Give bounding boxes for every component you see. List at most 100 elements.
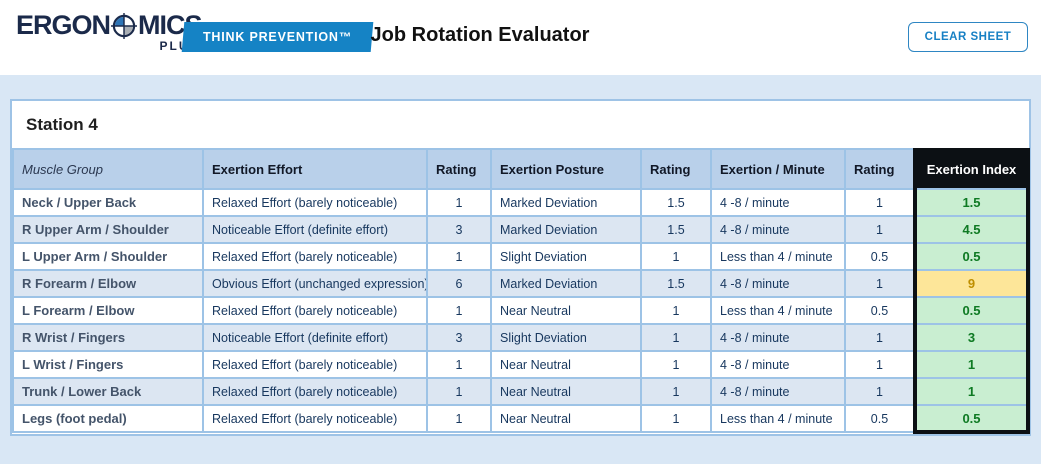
effort-rating-cell: 3: [426, 323, 492, 352]
column-header-muscle-group: Muscle Group: [12, 148, 204, 190]
effort-rating-cell: 1: [426, 377, 492, 406]
muscle-group-cell: Neck / Upper Back: [12, 188, 204, 217]
muscle-group-cell: Legs (foot pedal): [12, 404, 204, 433]
exertion-posture-cell[interactable]: Near Neutral: [490, 404, 642, 433]
muscle-group-cell: L Upper Arm / Shoulder: [12, 242, 204, 271]
table-row: R Forearm / Elbow Obvious Effort (unchang…: [12, 269, 1030, 298]
exertion-effort-cell[interactable]: Relaxed Effort (barely noticeable): [202, 296, 428, 325]
exertion-effort-cell[interactable]: Relaxed Effort (barely noticeable): [202, 404, 428, 433]
posture-rating-cell: 1.5: [640, 215, 712, 244]
badge-label: THINK PREVENTION™: [203, 30, 353, 44]
exertion-index-cell: 0.5: [913, 404, 1030, 434]
exertion-index-cell: 3: [913, 323, 1030, 352]
exertion-minute-cell[interactable]: Less than 4 / minute: [710, 296, 846, 325]
muscle-group-cell: R Forearm / Elbow: [12, 269, 204, 298]
exertion-index-cell: 9: [913, 269, 1030, 298]
ergonomics-plus-logo: ERGON MICS PLUS: [16, 10, 203, 53]
clear-sheet-button[interactable]: CLEAR SHEET: [908, 22, 1028, 52]
posture-rating-cell: 1.5: [640, 188, 712, 217]
column-header-effort-rating: Rating: [426, 148, 492, 190]
frequency-rating-cell: 1: [844, 377, 916, 406]
exertion-minute-cell[interactable]: 4 -8 / minute: [710, 377, 846, 406]
exertion-effort-cell[interactable]: Relaxed Effort (barely noticeable): [202, 350, 428, 379]
frequency-rating-cell: 1: [844, 269, 916, 298]
table-row: Trunk / Lower Back Relaxed Effort (barely…: [12, 377, 1030, 406]
effort-rating-cell: 3: [426, 215, 492, 244]
column-header-frequency-rating: Rating: [844, 148, 916, 190]
logo-wordmark: ERGON MICS: [16, 10, 203, 40]
exertion-index-cell: 0.5: [913, 242, 1030, 271]
frequency-rating-cell: 0.5: [844, 242, 916, 271]
muscle-group-cell: R Wrist / Fingers: [12, 323, 204, 352]
exertion-posture-cell[interactable]: Near Neutral: [490, 296, 642, 325]
logo-text-part1: ERGON: [16, 10, 111, 40]
exertion-posture-cell[interactable]: Slight Deviation: [490, 323, 642, 352]
exertion-posture-cell[interactable]: Near Neutral: [490, 350, 642, 379]
table-header-row: Muscle Group Exertion Effort Rating Exer…: [12, 148, 1030, 190]
effort-rating-cell: 1: [426, 296, 492, 325]
exertion-minute-cell[interactable]: 4 -8 / minute: [710, 269, 846, 298]
station-title: Station 4: [12, 101, 1029, 148]
effort-rating-cell: 1: [426, 350, 492, 379]
table-row: Legs (foot pedal) Relaxed Effort (barely …: [12, 404, 1030, 434]
frequency-rating-cell: 0.5: [844, 296, 916, 325]
table-row: R Upper Arm / Shoulder Noticeable Effort …: [12, 215, 1030, 244]
effort-rating-cell: 1: [426, 242, 492, 271]
column-header-exertion-index: Exertion Index: [913, 148, 1030, 190]
exertion-minute-cell[interactable]: 4 -8 / minute: [710, 323, 846, 352]
column-header-exertion-minute: Exertion / Minute: [710, 148, 846, 190]
exertion-index-cell: 1: [913, 377, 1030, 406]
frequency-rating-cell: 1: [844, 350, 916, 379]
posture-rating-cell: 1: [640, 404, 712, 433]
posture-rating-cell: 1: [640, 350, 712, 379]
table-row: L Upper Arm / Shoulder Relaxed Effort (ba…: [12, 242, 1030, 271]
exertion-index-cell: 0.5: [913, 296, 1030, 325]
exertion-effort-cell[interactable]: Noticeable Effort (definite effort): [202, 323, 428, 352]
exertion-effort-cell[interactable]: Relaxed Effort (barely noticeable): [202, 377, 428, 406]
table-row: Neck / Upper Back Relaxed Effort (barely …: [12, 188, 1030, 217]
target-roundel-icon: [111, 12, 138, 39]
think-prevention-badge: THINK PREVENTION™: [181, 22, 374, 52]
posture-rating-cell: 1: [640, 377, 712, 406]
exertion-minute-cell[interactable]: 4 -8 / minute: [710, 350, 846, 379]
exertion-minute-cell[interactable]: Less than 4 / minute: [710, 404, 846, 433]
exertion-posture-cell[interactable]: Marked Deviation: [490, 215, 642, 244]
exertion-minute-cell[interactable]: 4 -8 / minute: [710, 188, 846, 217]
exertion-posture-cell[interactable]: Marked Deviation: [490, 269, 642, 298]
exertion-posture-cell[interactable]: Near Neutral: [490, 377, 642, 406]
exertion-minute-cell[interactable]: 4 -8 / minute: [710, 215, 846, 244]
column-header-exertion-effort: Exertion Effort: [202, 148, 428, 190]
exertion-minute-cell[interactable]: Less than 4 / minute: [710, 242, 846, 271]
evaluation-table: Muscle Group Exertion Effort Rating Exer…: [12, 148, 1030, 434]
table-row: R Wrist / Fingers Noticeable Effort (defi…: [12, 323, 1030, 352]
exertion-posture-cell[interactable]: Marked Deviation: [490, 188, 642, 217]
table-row: L Wrist / Fingers Relaxed Effort (barely …: [12, 350, 1030, 379]
station-panel: Station 4 Muscle Group Exertion Effort R…: [10, 99, 1031, 436]
effort-rating-cell: 1: [426, 404, 492, 433]
exertion-posture-cell[interactable]: Slight Deviation: [490, 242, 642, 271]
table-body: Neck / Upper Back Relaxed Effort (barely …: [12, 188, 1030, 434]
exertion-effort-cell[interactable]: Obvious Effort (unchanged expression): [202, 269, 428, 298]
exertion-index-cell: 4.5: [913, 215, 1030, 244]
muscle-group-cell: L Forearm / Elbow: [12, 296, 204, 325]
frequency-rating-cell: 1: [844, 215, 916, 244]
effort-rating-cell: 1: [426, 188, 492, 217]
muscle-group-cell: Trunk / Lower Back: [12, 377, 204, 406]
exertion-effort-cell[interactable]: Relaxed Effort (barely noticeable): [202, 188, 428, 217]
posture-rating-cell: 1.5: [640, 269, 712, 298]
muscle-group-cell: L Wrist / Fingers: [12, 350, 204, 379]
posture-rating-cell: 1: [640, 296, 712, 325]
frequency-rating-cell: 1: [844, 323, 916, 352]
frequency-rating-cell: 1: [844, 188, 916, 217]
muscle-group-cell: R Upper Arm / Shoulder: [12, 215, 204, 244]
table-row: L Forearm / Elbow Relaxed Effort (barely …: [12, 296, 1030, 325]
posture-rating-cell: 1: [640, 323, 712, 352]
column-header-posture-rating: Rating: [640, 148, 712, 190]
top-header-bar: ERGON MICS PLUS THINK PREVENTION™ Job Ro…: [0, 0, 1041, 75]
exertion-effort-cell[interactable]: Noticeable Effort (definite effort): [202, 215, 428, 244]
frequency-rating-cell: 0.5: [844, 404, 916, 433]
effort-rating-cell: 6: [426, 269, 492, 298]
work-area: Station 4 Muscle Group Exertion Effort R…: [0, 75, 1041, 464]
posture-rating-cell: 1: [640, 242, 712, 271]
exertion-effort-cell[interactable]: Relaxed Effort (barely noticeable): [202, 242, 428, 271]
